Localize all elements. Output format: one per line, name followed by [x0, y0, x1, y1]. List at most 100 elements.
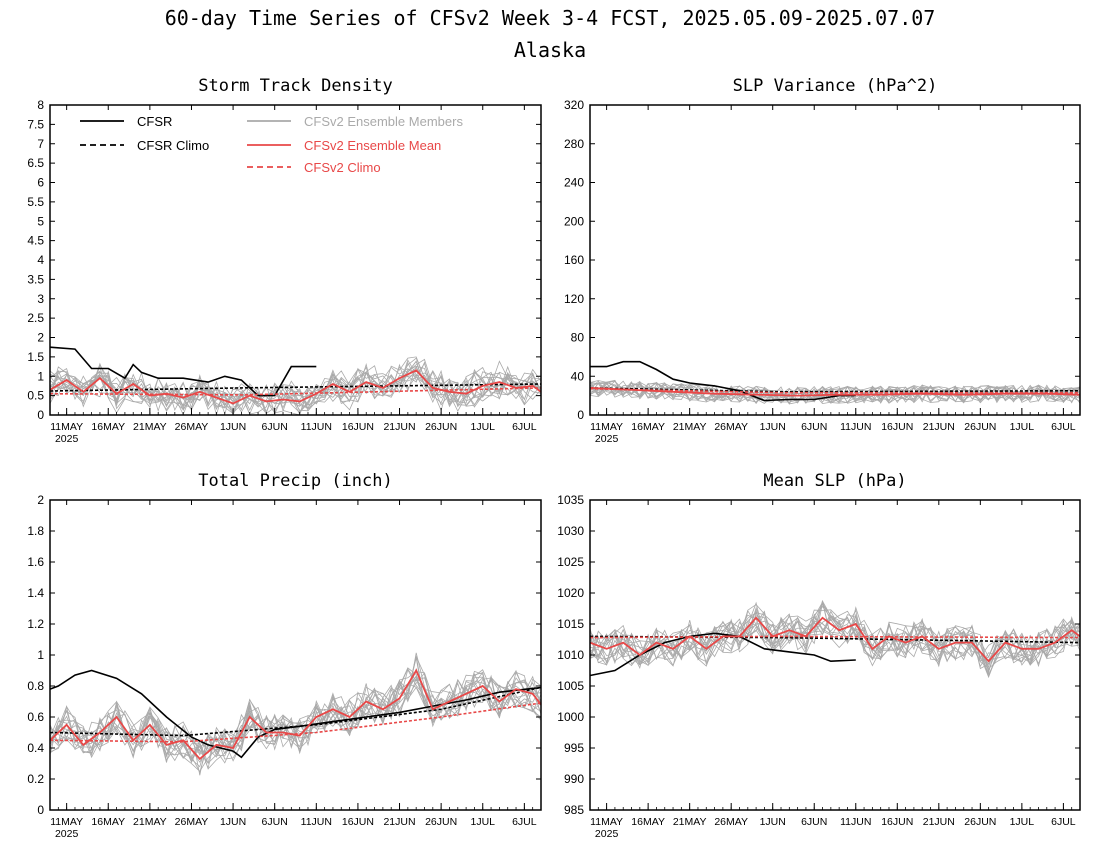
chart-panels: Storm Track Density 0 0.5 1 1.5 2 2.5 3 3.5 4 4.5 5… [27, 76, 1081, 840]
y-tick-label: 160 [564, 253, 584, 267]
x-tick-label: 16JUN [342, 421, 374, 433]
legend: CFSR CFSR Climo CFSv2 Ensemble Members CFSv… [80, 114, 463, 175]
legend-cfsr-climo-label: CFSR Climo [137, 138, 209, 153]
x-tick-label: 16JUN [881, 421, 913, 433]
ensemble-member-line [589, 614, 1081, 670]
x-year-label: 2025 [55, 828, 79, 840]
legend-cfsv2-climo-label: CFSv2 Climo [304, 160, 381, 175]
y-tick-label: 1.6 [27, 555, 44, 569]
x-tick-label: 6JUN [801, 421, 827, 433]
y-tick-label: 2.5 [27, 311, 44, 325]
x-tick-label: 1JUL [1010, 421, 1035, 433]
y-tick-label: 1035 [557, 493, 584, 507]
y-tick-label: 1 [37, 648, 44, 662]
y-tick-label: 1000 [557, 710, 584, 724]
cfsr-line [49, 669, 542, 759]
x-tick-label: 26MAY [175, 816, 209, 828]
ensemble-mean-line [589, 616, 1081, 663]
ensemble-mean-line [589, 387, 1081, 397]
x-tick-label: 6JUL [1051, 816, 1076, 828]
y-tick-label: 0.4 [27, 741, 44, 755]
x-tick-label: 1JUL [470, 816, 495, 828]
panel-1: Storm Track Density 0 0.5 1 1.5 2 2.5 3 3.5 4 4.5 5… [27, 76, 542, 445]
y-tick-label: 320 [564, 98, 584, 112]
x-year-label: 2025 [595, 433, 619, 445]
cfsr-line [49, 346, 317, 397]
y-tick-label: 0.5 [27, 389, 44, 403]
y-tick-label: 0.8 [27, 679, 44, 693]
ensemble-member-line [49, 657, 542, 776]
y-tick-label: 0 [37, 408, 44, 422]
y-tick-label: 0 [37, 803, 44, 817]
ensemble-mean-line [49, 369, 542, 405]
ensemble-member-line [589, 380, 1081, 405]
x-tick-label: 26MAY [175, 421, 209, 433]
y-tick-label: 1005 [557, 679, 584, 693]
cfsr-climo-line [589, 635, 1081, 644]
x-tick-label: 16JUN [881, 816, 913, 828]
y-tick-label: 1015 [557, 617, 584, 631]
ensemble-member-line [589, 380, 1081, 405]
y-tick-label: 0.6 [27, 710, 44, 724]
x-tick-label: 11MAY [50, 816, 83, 828]
ensemble-member-line [589, 601, 1081, 669]
x-tick-label: 21JUN [923, 421, 955, 433]
y-tick-label: 280 [564, 137, 584, 151]
y-tick-label: 995 [564, 741, 584, 755]
y-tick-label: 80 [571, 331, 585, 345]
cfsv2-climo-line [589, 388, 1080, 394]
ensemble-member-line [589, 603, 1081, 676]
figure-title: 60-day Time Series of CFSv2 Week 3-4 FCS… [165, 6, 936, 30]
x-tick-label: 6JUN [262, 816, 288, 828]
y-tick-label: 6.5 [27, 156, 44, 170]
x-tick-label: 6JUL [512, 816, 537, 828]
ensemble-member-line [49, 671, 542, 764]
y-tick-label: 1.5 [27, 350, 44, 364]
x-tick-label: 6JUN [262, 421, 288, 433]
x-tick-label: 26JUN [964, 816, 996, 828]
ensemble-member-line [49, 365, 542, 408]
x-tick-label: 6JUN [801, 816, 827, 828]
y-tick-label: 1010 [557, 648, 584, 662]
y-tick-label: 990 [564, 772, 584, 786]
panel-2: SLP Variance (hPa^2) 0 40 80 120 160 200 240 280… [564, 76, 1081, 445]
y-tick-label: 1 [37, 369, 44, 383]
x-tick-label: 1JUL [1010, 816, 1035, 828]
x-tick-label: 16MAY [631, 421, 665, 433]
y-tick-label: 7 [37, 137, 44, 151]
ensemble-member-line [49, 655, 542, 768]
y-tick-label: 0.2 [27, 772, 44, 786]
x-tick-label: 26JUN [964, 421, 996, 433]
x-tick-label: 6JUL [512, 421, 537, 433]
x-tick-label: 26JUN [425, 421, 457, 433]
panel-3: Total Precip (inch) 0 0.2 0.4 0.6 0.8 1 1.2 1.4 1… [27, 471, 542, 840]
x-tick-label: 21JUN [383, 816, 415, 828]
ensemble-member-line [49, 675, 542, 758]
x-tick-label: 11MAY [590, 421, 623, 433]
x-tick-label: 1JUN [760, 816, 786, 828]
x-tick-label: 21MAY [673, 421, 707, 433]
y-tick-label: 240 [564, 176, 584, 190]
y-tick-label: 40 [571, 369, 585, 383]
legend-members-label: CFSv2 Ensemble Members [304, 114, 463, 129]
x-tick-label: 11JUN [301, 816, 332, 828]
ensemble-member-line [589, 610, 1081, 665]
y-tick-label: 1030 [557, 524, 584, 538]
ensemble-member-line [49, 367, 542, 417]
legend-cfsr-label: CFSR [137, 114, 172, 129]
ensemble-member-line [589, 379, 1081, 404]
cfsv2-climo-line [589, 635, 1081, 639]
plot-frame [49, 499, 542, 811]
x-tick-label: 11JUN [301, 421, 332, 433]
x-tick-label: 11JUN [840, 421, 871, 433]
x-tick-label: 16MAY [631, 816, 665, 828]
x-tick-label: 21MAY [133, 816, 167, 828]
y-tick-label: 985 [564, 803, 584, 817]
x-tick-label: 6JUL [1051, 421, 1076, 433]
plot-frame [589, 104, 1081, 416]
panel-title: Mean SLP (hPa) [763, 471, 906, 491]
x-tick-label: 1JUN [760, 421, 786, 433]
x-tick-label: 16JUN [342, 816, 374, 828]
cfsv2-climo-line [49, 702, 542, 743]
